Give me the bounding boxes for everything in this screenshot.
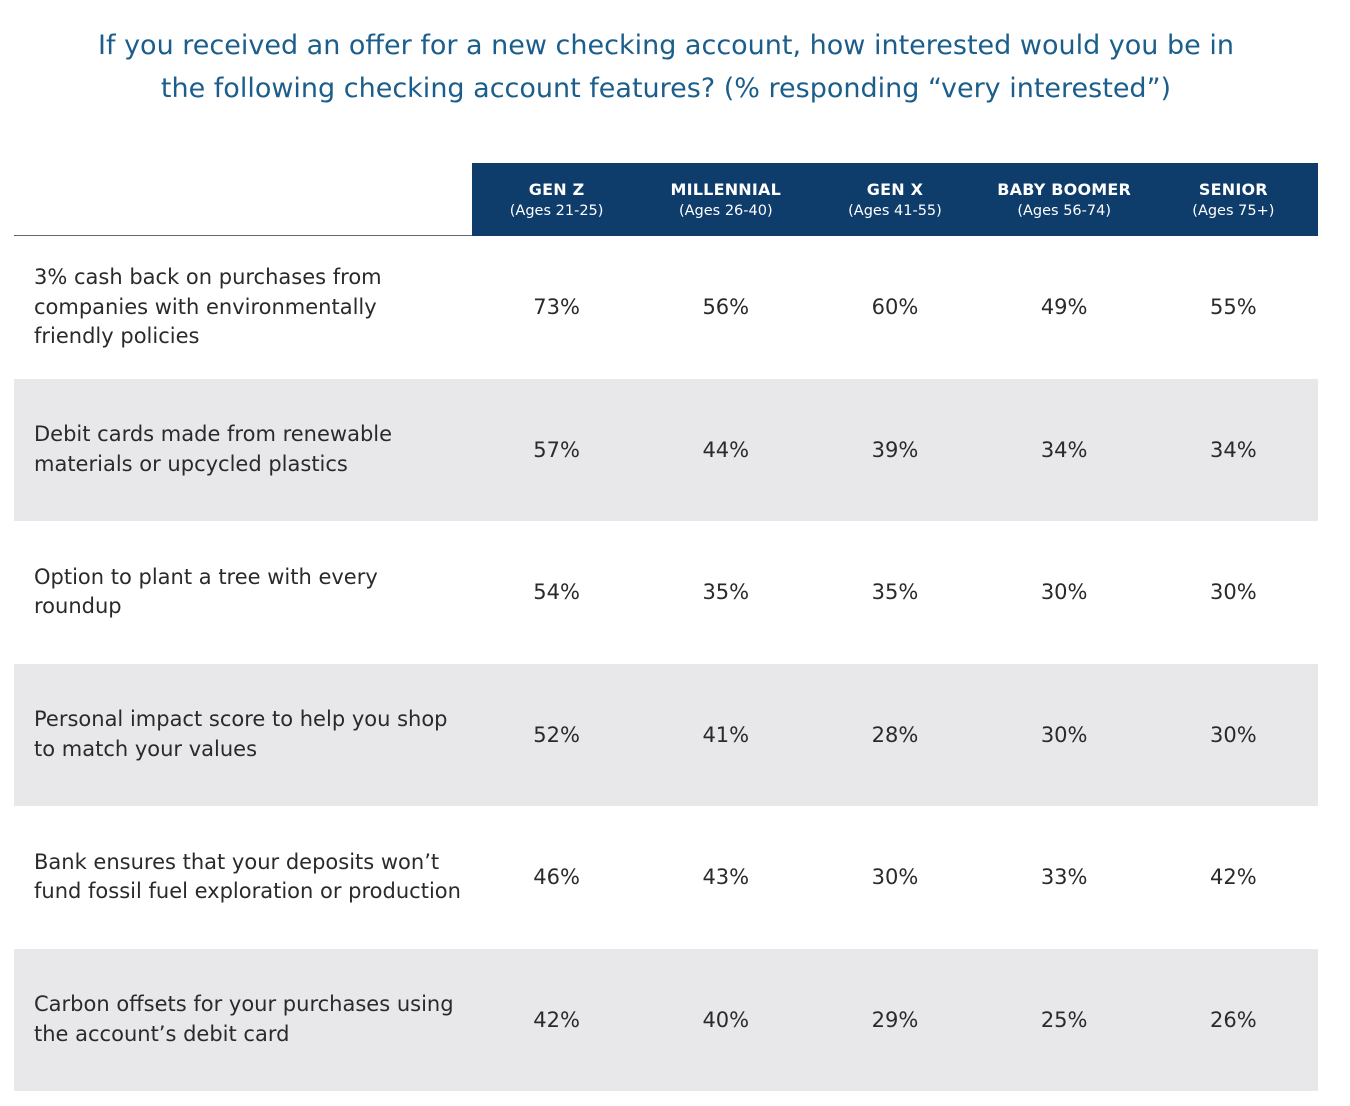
- column-name: GEN Z: [528, 179, 585, 199]
- value-cell: 33%: [1040, 865, 1088, 890]
- column-name: MILLENNIAL: [670, 179, 782, 199]
- value-cell: 34%: [1040, 437, 1088, 462]
- column-header-gen-x: GEN X (Ages 41-55): [810, 163, 979, 236]
- value-cell: 30%: [1040, 580, 1088, 605]
- column-header-gen-z: GEN Z (Ages 21-25): [472, 163, 641, 236]
- value-cell: 56%: [702, 295, 750, 320]
- value-cell: 35%: [871, 580, 919, 605]
- value-cell: 29%: [871, 1007, 919, 1032]
- feature-label: Option to plant a tree with every roundu…: [34, 564, 378, 619]
- feature-label: 3% cash back on purchases from companies…: [34, 265, 382, 348]
- column-ages: (Ages 56-74): [1017, 202, 1111, 219]
- value-cell: 43%: [702, 865, 750, 890]
- table-row: 3% cash back on purchases from companies…: [14, 236, 1318, 379]
- value-cell: 41%: [702, 722, 750, 747]
- table-row: Option to plant a tree with every roundu…: [14, 521, 1318, 664]
- column-header-millennial: MILLENNIAL (Ages 26-40): [641, 163, 810, 236]
- value-cell: 40%: [702, 1007, 750, 1032]
- table-row: Debit cards made from renewable material…: [14, 378, 1318, 521]
- column-name: BABY BOOMER: [997, 179, 1132, 199]
- column-header-baby-boomer: BABY BOOMER (Ages 56-74): [980, 163, 1149, 236]
- column-ages: (Ages 21-25): [509, 202, 604, 219]
- column-header-senior: SENIOR (Ages 75+): [1149, 163, 1318, 236]
- value-cell: 60%: [871, 295, 919, 320]
- value-cell: 73%: [533, 295, 580, 320]
- column-ages: (Ages 26-40): [678, 202, 773, 219]
- header-rule: [14, 235, 472, 236]
- value-cell: 28%: [871, 722, 919, 747]
- value-cell: 39%: [871, 437, 919, 462]
- value-cell: 49%: [1040, 295, 1088, 320]
- value-cell: 30%: [1210, 580, 1257, 605]
- column-header-band: GEN Z (Ages 21-25) MILLENNIAL (Ages 26-4…: [472, 163, 1318, 236]
- chart-title-line-2: the following checking account features?…: [160, 73, 1172, 104]
- value-cell: 30%: [1210, 722, 1257, 747]
- table-row: Bank ensures that your deposits won’t fu…: [14, 806, 1318, 949]
- feature-label: Carbon offsets for your purchases using …: [34, 992, 454, 1046]
- table-body: 3% cash back on purchases from companies…: [14, 236, 1318, 1091]
- value-cell: 30%: [871, 865, 919, 890]
- table-row: Carbon offsets for your purchases using …: [14, 948, 1318, 1091]
- value-cell: 52%: [533, 722, 580, 747]
- value-cell: 35%: [702, 580, 750, 605]
- value-cell: 30%: [1040, 722, 1088, 747]
- feature-label: Bank ensures that your deposits won’t fu…: [34, 849, 461, 904]
- value-cell: 42%: [1210, 865, 1257, 890]
- value-cell: 25%: [1040, 1007, 1088, 1032]
- column-name: SENIOR: [1198, 179, 1268, 199]
- value-cell: 44%: [702, 437, 750, 462]
- value-cell: 26%: [1210, 1007, 1257, 1032]
- table-row: Personal impact score to help you shop t…: [14, 663, 1318, 806]
- value-cell: 55%: [1210, 295, 1257, 320]
- value-cell: 57%: [533, 437, 580, 462]
- column-ages: (Ages 41-55): [848, 202, 942, 219]
- feature-label: Debit cards made from renewable material…: [34, 422, 393, 476]
- column-ages: (Ages 75+): [1192, 202, 1275, 219]
- value-cell: 34%: [1210, 437, 1257, 462]
- value-cell: 42%: [533, 1007, 580, 1032]
- value-cell: 54%: [533, 580, 580, 605]
- column-name: GEN X: [866, 179, 924, 199]
- chart-title-line-1: If you received an offer for a new check…: [98, 30, 1234, 61]
- chart-title: If you received an offer for a new check…: [0, 24, 1332, 110]
- value-cell: 46%: [533, 865, 580, 890]
- feature-label: Personal impact score to help you shop t…: [34, 707, 448, 761]
